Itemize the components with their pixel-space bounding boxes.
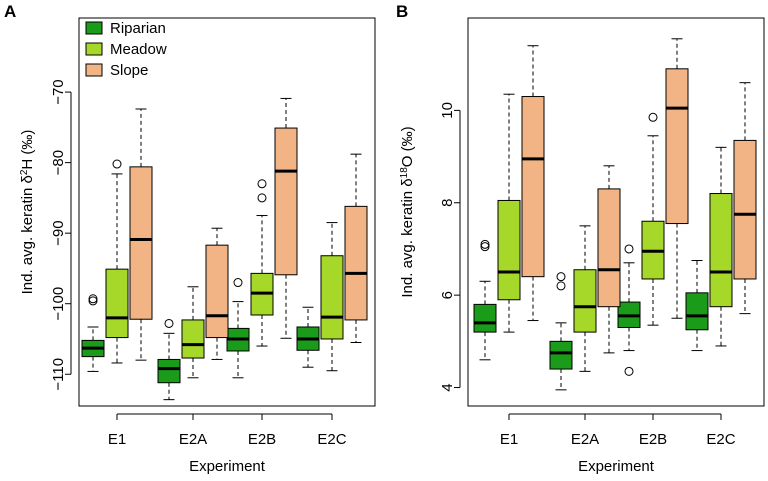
box-slope-e1 <box>521 45 545 322</box>
box-riparian-e2a <box>157 318 181 401</box>
panel-letter: B <box>396 2 408 21</box>
box-meadow-e1 <box>497 93 521 333</box>
iqr-box <box>320 255 344 340</box>
y-tick-label: 6 <box>439 291 456 299</box>
y-axis-title: Ind. avg. keratin δ18O (‰) <box>399 126 417 297</box>
iqr-box <box>597 188 621 308</box>
outlier-point <box>556 272 566 282</box>
box-meadow-e2b <box>641 112 665 326</box>
iqr-box <box>129 166 153 320</box>
iqr-box <box>181 319 205 359</box>
outlier-point <box>257 179 267 189</box>
box-riparian-e2a <box>549 272 573 391</box>
box-riparian-e2b <box>226 278 250 379</box>
y-tick-label: −70 <box>50 79 67 104</box>
y-tick-label: 10 <box>439 102 456 119</box>
box-meadow-e1 <box>105 159 129 364</box>
x-tick-label: E2B <box>248 431 276 448</box>
box-meadow-e2a <box>181 286 205 379</box>
box-meadow-e2a <box>573 225 597 372</box>
iqr-box <box>665 68 689 225</box>
outlier-point <box>624 244 634 254</box>
panel-letter: A <box>4 2 16 21</box>
panel-b: B 4 6 8 10 E1 E2A E2B E2C Experiment Ind. avg. ker… <box>396 2 765 475</box>
y-tick-label: −80 <box>50 150 67 175</box>
x-axis-title: Experiment <box>578 458 655 475</box>
iqr-box <box>521 96 545 278</box>
box-riparian-e1 <box>473 239 497 361</box>
box-slope-e1 <box>129 108 153 361</box>
x-tick-label: E2A <box>179 431 207 448</box>
y-axis-title: Ind. avg. keratin δ2H (‰) <box>19 130 37 295</box>
iqr-box <box>274 127 298 276</box>
x-tick-label: E2B <box>639 431 667 448</box>
panel-a: A −110 −100 −90 −80 −70 E1 E2A E2B E2C Experiment I… <box>4 2 376 475</box>
box-riparian-e2b <box>617 244 641 376</box>
plot-frame <box>78 17 376 407</box>
box-meadow-e2b <box>250 179 274 347</box>
x-tick-label: E2A <box>571 431 599 448</box>
legend-label-riparian: Riparian <box>110 20 166 37</box>
outlier-point <box>112 159 122 169</box>
legend-swatch-slope <box>85 63 103 77</box>
legend-label-meadow: Meadow <box>110 41 167 58</box>
outlier-point <box>556 281 566 291</box>
y-tick-label: −110 <box>50 358 67 391</box>
box-riparian-e1 <box>81 294 105 372</box>
x-tick-label: E2C <box>317 431 346 448</box>
iqr-box <box>733 139 757 280</box>
x-tick-label: E2C <box>706 431 735 448</box>
y-tick-label: 4 <box>439 383 456 391</box>
box-meadow-e2c <box>709 146 733 347</box>
iqr-box <box>157 358 181 384</box>
iqr-box <box>473 303 497 333</box>
x-axis-title: Experiment <box>189 458 266 475</box>
box-slope-e2c <box>733 82 757 315</box>
iqr-box <box>573 269 597 333</box>
iqr-box <box>344 205 368 321</box>
outlier-point <box>480 239 490 249</box>
y-tick-label: −100 <box>50 287 67 321</box>
outlier-point <box>164 318 174 328</box>
iqr-box <box>497 199 521 301</box>
box-riparian-e2c <box>685 260 709 352</box>
legend-label-slope: Slope <box>110 62 148 79</box>
box-slope-e2a <box>205 227 229 360</box>
box-slope-e2b <box>274 97 298 339</box>
outlier-point <box>257 193 267 203</box>
box-riparian-e2c <box>296 306 320 368</box>
outlier-point <box>88 294 98 304</box>
legend-swatch-riparian <box>85 21 103 35</box>
outlier-point <box>648 112 658 122</box>
legend-swatch-meadow <box>85 42 103 56</box>
legend: Riparian Meadow Slope <box>85 20 167 79</box>
iqr-box <box>205 244 229 339</box>
box-meadow-e2c <box>320 222 344 372</box>
iqr-box <box>549 340 573 370</box>
box-slope-e2b <box>665 38 689 319</box>
outlier-point <box>88 296 98 306</box>
x-tick-label: E1 <box>500 431 518 448</box>
outlier-point <box>624 366 634 376</box>
iqr-box <box>685 292 709 331</box>
iqr-box <box>709 193 733 308</box>
plot-frame <box>467 17 765 407</box>
y-tick-label: −90 <box>50 220 67 245</box>
box-slope-e2c <box>344 153 368 344</box>
x-tick-label: E1 <box>108 431 126 448</box>
iqr-box <box>105 268 129 339</box>
box-slope-e2a <box>597 165 621 354</box>
outlier-point <box>233 278 243 288</box>
y-tick-label: 8 <box>439 199 456 207</box>
outlier-point <box>480 242 490 252</box>
